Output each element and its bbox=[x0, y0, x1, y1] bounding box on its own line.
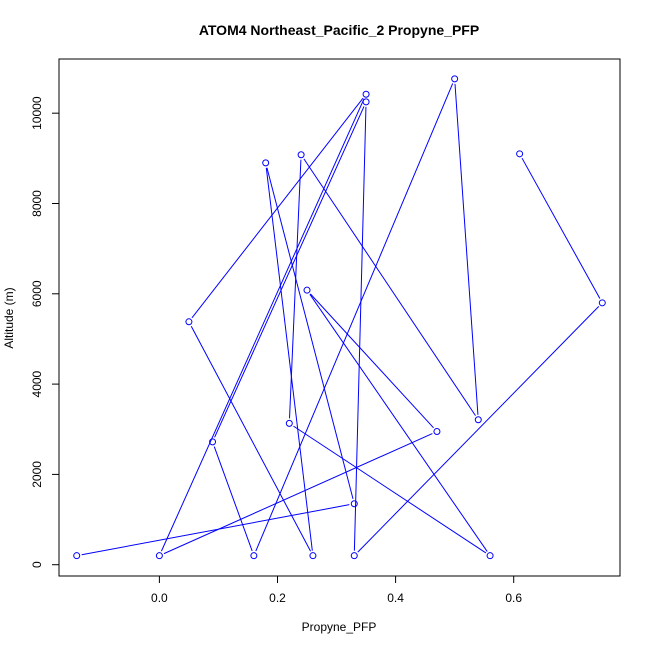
x-axis-label: Propyne_PFP bbox=[302, 620, 377, 634]
data-point bbox=[362, 90, 370, 98]
y-tick-label: 0 bbox=[30, 561, 44, 568]
series-line-segment bbox=[255, 83, 454, 552]
y-axis-label: Altitude (m) bbox=[2, 287, 16, 348]
series-line-segment bbox=[289, 159, 302, 419]
x-tick-label: 0.2 bbox=[269, 591, 286, 605]
data-point bbox=[297, 151, 305, 159]
series-line-segment bbox=[266, 167, 354, 500]
data-point bbox=[309, 552, 317, 560]
plot-frame bbox=[58, 58, 621, 577]
x-tick-label: 0.6 bbox=[505, 591, 522, 605]
data-point bbox=[598, 299, 606, 307]
series-line-segment bbox=[353, 106, 367, 551]
plot-area bbox=[73, 75, 606, 560]
series-line-segment bbox=[163, 433, 433, 555]
data-point bbox=[73, 552, 81, 560]
y-tick-label: 8000 bbox=[30, 190, 44, 217]
series-line-segment bbox=[265, 167, 313, 551]
series-line-segment bbox=[293, 425, 487, 554]
x-tick-label: 0.4 bbox=[387, 591, 404, 605]
series-line-segment bbox=[214, 106, 365, 438]
x-tick-label: 0.0 bbox=[151, 591, 168, 605]
data-point bbox=[209, 438, 217, 446]
y-axis: 0 2000 4000 6000 8000 10000 bbox=[30, 96, 60, 568]
series-line-segment bbox=[303, 158, 476, 416]
series-line-segment bbox=[357, 306, 600, 553]
y-tick-label: 4000 bbox=[30, 370, 44, 397]
series-line-segment bbox=[521, 157, 601, 299]
series-line-segment bbox=[160, 98, 365, 552]
data-point bbox=[451, 75, 459, 83]
data-point bbox=[155, 552, 163, 560]
series-line-segment bbox=[310, 293, 434, 429]
data-point bbox=[362, 98, 370, 106]
chart-title: ATOM4 Northeast_Pacific_2 Propyne_PFP bbox=[199, 22, 479, 38]
data-point bbox=[474, 416, 482, 424]
data-point bbox=[250, 552, 258, 560]
data-point bbox=[262, 159, 270, 167]
data-point bbox=[350, 552, 358, 560]
data-point bbox=[303, 286, 311, 294]
data-point bbox=[486, 552, 494, 560]
series-line-segment bbox=[81, 504, 350, 556]
data-point bbox=[285, 419, 293, 427]
y-tick-label: 2000 bbox=[30, 461, 44, 488]
series-line-segment bbox=[190, 325, 312, 552]
y-tick-label: 6000 bbox=[30, 280, 44, 307]
series-line-segment bbox=[309, 294, 488, 552]
data-point bbox=[350, 500, 358, 508]
y-tick-label: 10000 bbox=[30, 96, 44, 130]
series-line-segment bbox=[454, 83, 479, 415]
data-point bbox=[516, 150, 524, 158]
data-point bbox=[433, 428, 441, 436]
x-axis: 0.0 0.2 0.4 0.6 bbox=[151, 575, 522, 605]
series-line-segment bbox=[191, 97, 364, 319]
series-line-segment bbox=[213, 446, 253, 552]
data-point bbox=[185, 318, 193, 326]
